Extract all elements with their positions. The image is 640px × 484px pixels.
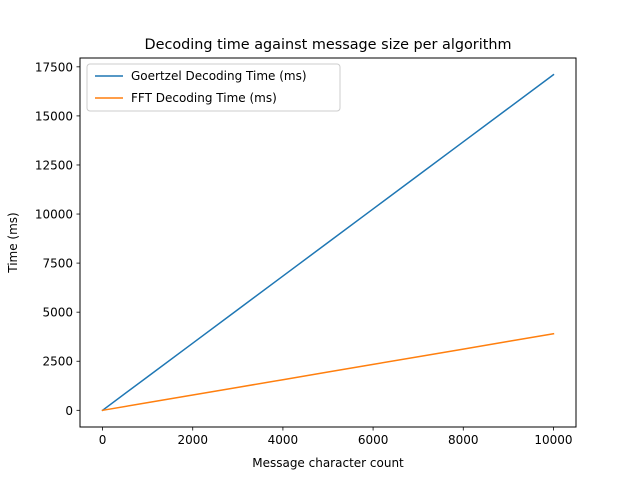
- y-tick-label-3: 7500: [42, 257, 73, 271]
- y-tick-label-4: 10000: [35, 208, 73, 222]
- series-line-0: [101, 73, 555, 412]
- series-layer: [101, 73, 555, 412]
- y-tick-label-5: 12500: [35, 158, 73, 172]
- y-tick-label-6: 15000: [35, 109, 73, 123]
- y-axis-label: Time (ms): [6, 212, 20, 274]
- legend-box: [86, 63, 341, 112]
- series-line-1: [101, 332, 555, 412]
- x-tick-label-1: 2000: [177, 433, 208, 447]
- x-tick-label-2: 4000: [268, 433, 299, 447]
- chart-title: Decoding time against message size per a…: [145, 37, 512, 53]
- x-tick-label-3: 6000: [358, 433, 389, 447]
- legend-label-fft: FFT Decoding Time (ms): [131, 91, 277, 105]
- y-tick-label-2: 5000: [42, 306, 73, 320]
- x-axis-label: Message character count: [252, 456, 404, 470]
- x-tick-label-0: 0: [99, 433, 107, 447]
- legend: Goertzel Decoding Time (ms) FFT Decoding…: [86, 63, 341, 112]
- y-tick-label-1: 2500: [42, 355, 73, 369]
- y-tick-label-0: 0: [65, 404, 73, 418]
- y-axis-ticks: 0 2500 5000 7500 10000 12500 15000 17500: [35, 60, 80, 418]
- y-tick-label-7: 17500: [35, 60, 73, 74]
- legend-label-goertzel: Goertzel Decoding Time (ms): [131, 69, 307, 83]
- x-tick-label-5: 10000: [534, 433, 572, 447]
- plot-frame: [79, 57, 577, 428]
- x-tick-label-4: 8000: [448, 433, 479, 447]
- x-axis-ticks: 0 2000 4000 6000 8000 10000: [99, 427, 573, 447]
